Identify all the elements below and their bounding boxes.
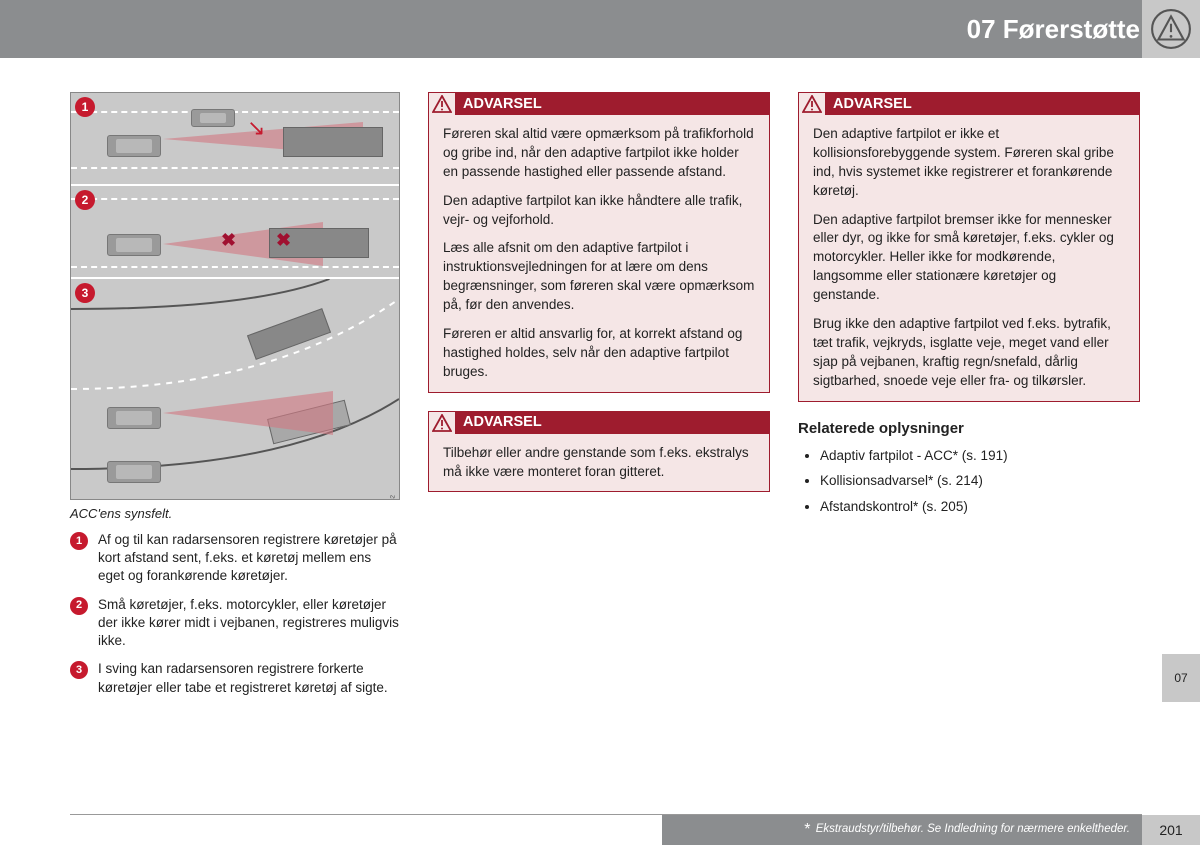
warning-triangle-icon (1142, 0, 1200, 58)
warning-icon (429, 412, 455, 434)
warning-para: Den adaptive fartpilot er ikke et kollis… (813, 125, 1125, 201)
diagram-panel-1: 1 ↘ (71, 93, 399, 186)
page-footer: * Ekstraudstyr/tilbehør. Se Indledning f… (0, 815, 1200, 845)
warning-para: Føreren er altid ansvarlig for, at korre… (443, 325, 755, 382)
x-mark-icon: ✖ (221, 230, 236, 251)
warning-header: ADVARSEL (799, 93, 1139, 115)
warning-label: ADVARSEL (463, 414, 542, 430)
panel-number: 3 (75, 283, 95, 303)
warning-para: Brug ikke den adaptive fartpilot ved f.e… (813, 315, 1125, 391)
left-column: 1 ↘ 2 ✖ ✖ 3 (70, 92, 400, 707)
bullet-number: 2 (70, 597, 88, 615)
warning-header: ADVARSEL (429, 412, 769, 434)
warning-body: Den adaptive fartpilot er ikke et kollis… (799, 115, 1139, 401)
panel-number: 1 (75, 97, 95, 117)
warning-para: Tilbehør eller andre genstande som f.eks… (443, 444, 755, 482)
related-item: Adaptiv fartpilot - ACC* (s. 191) (820, 443, 1140, 469)
middle-column: ADVARSEL Føreren skal altid være opmærks… (428, 92, 770, 707)
warning-box: ADVARSEL Den adaptive fartpilot er ikke … (798, 92, 1140, 402)
warning-icon (799, 93, 825, 115)
bullet-text: I sving kan radarsensoren registrere for… (98, 660, 400, 696)
warning-icon (429, 93, 455, 115)
bullet-number: 1 (70, 532, 88, 550)
panel-number: 2 (75, 190, 95, 210)
numbered-item: 1 Af og til kan radarsensoren registrere… (70, 531, 400, 586)
section-tab: 07 (1162, 654, 1200, 702)
image-code: G044032 (391, 495, 397, 499)
warning-label: ADVARSEL (463, 96, 542, 112)
warning-para: Føreren skal altid være opmærksom på tra… (443, 125, 755, 182)
acc-diagram: 1 ↘ 2 ✖ ✖ 3 (70, 92, 400, 500)
chapter-title: 07 Førerstøtte (967, 14, 1140, 45)
warning-para: Den adaptive fartpilot bremser ikke for … (813, 211, 1125, 305)
right-column: ADVARSEL Den adaptive fartpilot er ikke … (798, 92, 1140, 707)
page-header: 07 Førerstøtte (0, 0, 1200, 58)
warning-body: Føreren skal altid være opmærksom på tra… (429, 115, 769, 392)
footnote: * Ekstraudstyr/tilbehør. Se Indledning f… (662, 815, 1142, 845)
related-list: Adaptiv fartpilot - ACC* (s. 191) Kollis… (798, 443, 1140, 520)
related-item: Kollisionsadvarsel* (s. 214) (820, 468, 1140, 494)
warning-body: Tilbehør eller andre genstande som f.eks… (429, 434, 769, 492)
bullet-text: Af og til kan radarsensoren registrere k… (98, 531, 400, 586)
numbered-item: 3 I sving kan radarsensoren registrere f… (70, 660, 400, 696)
warning-para: Den adaptive fartpilot kan ikke håndtere… (443, 192, 755, 230)
warning-label: ADVARSEL (833, 96, 912, 112)
bullet-text: Små køretøjer, f.eks. motorcykler, eller… (98, 596, 400, 651)
diagram-panel-2: 2 ✖ ✖ (71, 186, 399, 279)
warning-box: ADVARSEL Tilbehør eller andre genstande … (428, 411, 770, 493)
related-heading: Relaterede oplysninger (798, 420, 1140, 437)
arrow-icon: ↘ (247, 115, 265, 141)
bullet-number: 3 (70, 661, 88, 679)
diagram-caption: ACC'ens synsfelt. (70, 506, 400, 521)
warning-para: Læs alle afsnit om den adaptive fartpilo… (443, 239, 755, 315)
x-mark-icon: ✖ (276, 230, 291, 251)
content-area: 1 ↘ 2 ✖ ✖ 3 (0, 58, 1200, 717)
warning-header: ADVARSEL (429, 93, 769, 115)
numbered-item: 2 Små køretøjer, f.eks. motorcykler, ell… (70, 596, 400, 651)
related-item: Afstandskontrol* (s. 205) (820, 494, 1140, 520)
diagram-panel-3: 3 G044032 (71, 279, 399, 499)
page-number: 201 (1142, 815, 1200, 845)
warning-box: ADVARSEL Føreren skal altid være opmærks… (428, 92, 770, 393)
